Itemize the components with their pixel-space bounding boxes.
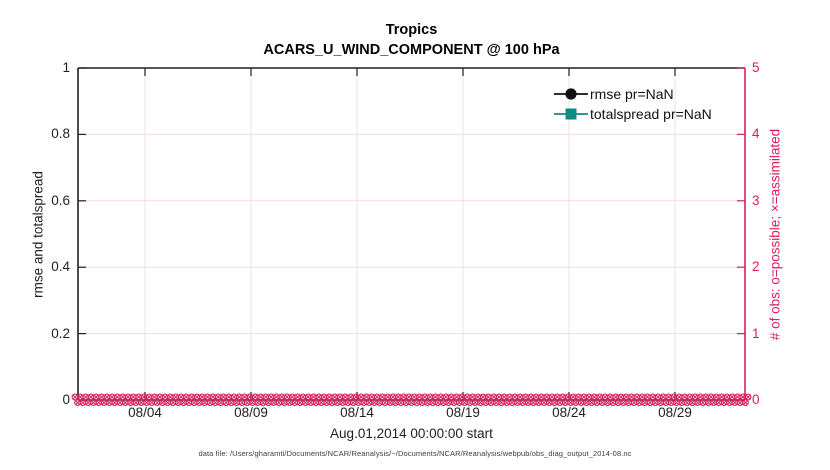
- legend-label-totalspread: totalspread pr=NaN: [590, 106, 712, 122]
- legend-entry-rmse: rmse pr=NaN: [552, 84, 712, 104]
- left-y-tick-label: 0: [62, 392, 70, 407]
- right-y-tick-label: 4: [752, 126, 760, 142]
- legend-entry-totalspread: totalspread pr=NaN: [552, 104, 712, 124]
- data-file-caption: data file: /Users/gharamti/Documents/NCA…: [198, 449, 632, 458]
- left-y-axis-label: rmse and totalspread: [30, 171, 46, 298]
- plot-title: Tropics: [385, 22, 438, 38]
- grid-horizontal-lines: [78, 133, 745, 335]
- x-tick-label: 08/24: [552, 405, 586, 420]
- legend: rmse pr=NaN totalspread pr=NaN: [552, 84, 712, 124]
- x-tick-label: 08/14: [340, 405, 374, 420]
- square-marker-icon: [554, 108, 588, 120]
- left-y-tick-label: 0.2: [51, 325, 70, 341]
- x-tick-label: 08/19: [446, 405, 480, 420]
- left-y-tick-label: 0.6: [51, 192, 70, 208]
- x-tick-label: 08/09: [234, 405, 268, 420]
- right-y-tick-label: 5: [752, 60, 760, 75]
- plot-subtitle: ACARS_U_WIND_COMPONENT @ 100 hPa: [263, 42, 560, 58]
- right-y-tick-label: 3: [752, 192, 760, 208]
- x-tick-label: 08/29: [658, 405, 692, 420]
- right-y-axis-label: # of obs: o=possible; ×=assimilated: [767, 128, 783, 341]
- obs-marker-band: [71, 393, 752, 407]
- x-axis-label: Aug.01,2014 00:00:00 start: [330, 426, 493, 441]
- circle-marker-icon: [554, 88, 588, 100]
- right-y-tick-label: 0: [752, 392, 760, 407]
- right-y-tick-label: 2: [752, 259, 760, 275]
- x-tick-label: 08/04: [128, 405, 162, 420]
- grid-vertical-lines: [144, 68, 676, 400]
- left-y-tick-label: 0.8: [51, 126, 70, 142]
- left-y-tick-label: 1: [62, 60, 70, 75]
- right-y-tick-label: 1: [752, 325, 760, 341]
- left-y-tick-label: 0.4: [51, 259, 70, 275]
- legend-label-rmse: rmse pr=NaN: [590, 86, 674, 102]
